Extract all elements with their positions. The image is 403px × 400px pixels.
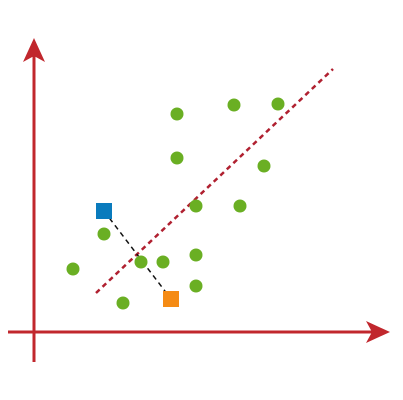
- point: [170, 151, 184, 165]
- point: [189, 199, 203, 213]
- axes: [8, 38, 390, 362]
- point: [156, 255, 170, 269]
- points: [66, 97, 285, 310]
- point: [189, 248, 203, 262]
- point: [257, 159, 271, 173]
- point: [66, 262, 80, 276]
- distance-line: [103, 210, 172, 300]
- point: [170, 107, 184, 121]
- point: [227, 98, 241, 112]
- orange-square: [163, 291, 179, 307]
- separating-line: [95, 68, 334, 294]
- point: [189, 279, 203, 293]
- point: [233, 199, 247, 213]
- point: [271, 97, 285, 111]
- y-arrowhead: [23, 38, 45, 62]
- point: [116, 296, 130, 310]
- point: [134, 255, 148, 269]
- point: [97, 227, 111, 241]
- x-arrowhead: [366, 321, 390, 343]
- blue-square: [96, 203, 112, 219]
